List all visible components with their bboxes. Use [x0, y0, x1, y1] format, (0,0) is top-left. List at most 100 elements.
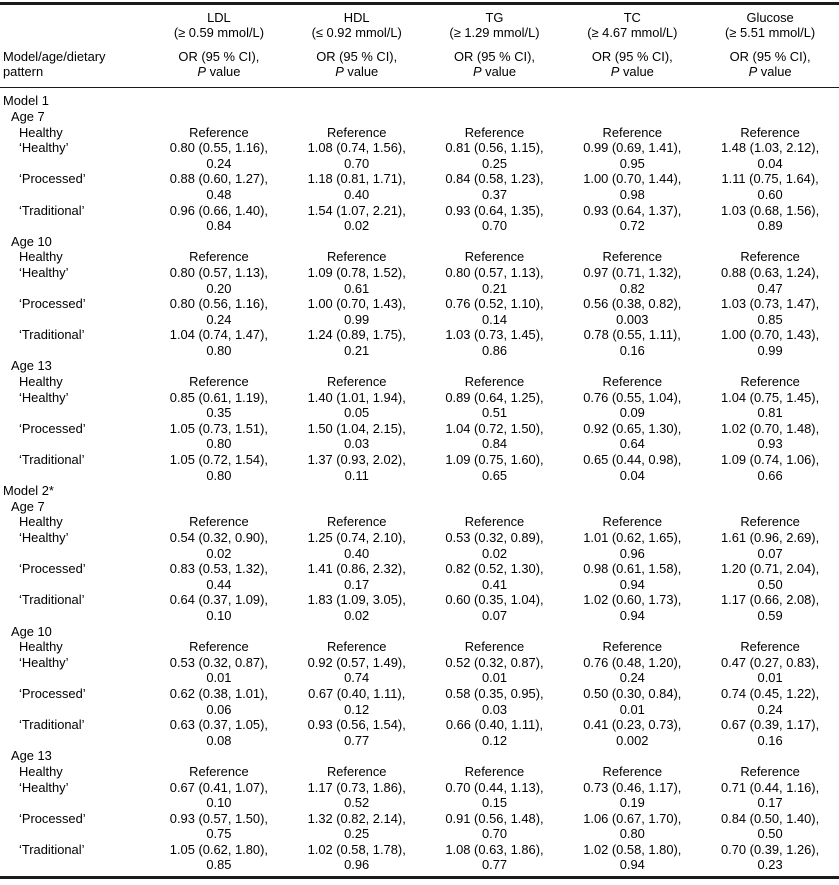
or-ci-value: Reference: [326, 639, 387, 655]
table-row: Healthy Reference Reference Reference Re…: [0, 374, 839, 390]
p-value: 0.84: [206, 218, 232, 234]
p-value: 0.08: [206, 732, 232, 748]
or-ci-cell: 0.76 (0.55, 1.04), 0.09: [563, 390, 701, 421]
p-value: 0.09: [619, 405, 645, 421]
or-ci-cell: 0.63 (0.37, 1.05), 0.08: [150, 717, 288, 748]
column-threshold: (≥ 4.67 mmol/L): [587, 25, 678, 41]
p-value: 0.86: [481, 342, 508, 358]
or-ci-cell: 1.02 (0.58, 1.78), 0.96: [288, 842, 426, 873]
or-ci-cell: 1.05 (0.62, 1.80), 0.85: [150, 842, 288, 873]
or-ci-value: Reference: [464, 639, 525, 655]
or-ci-cell: Reference: [288, 514, 426, 530]
column-name: TG: [485, 9, 504, 25]
row-label: ‘Processed’: [19, 296, 86, 312]
or-ci-value: 1.17 (0.66, 2.08),: [721, 592, 820, 608]
or-ci-value: 1.04 (0.74, 1.47),: [169, 327, 268, 343]
or-ci-value: Reference: [326, 374, 387, 390]
or-ci-cell: Reference: [426, 249, 564, 265]
or-ci-cell: 1.00 (0.70, 1.44), 0.98: [563, 171, 701, 202]
or-ci-value: 1.25 (0.74, 2.10),: [307, 530, 406, 545]
p-value: 0.21: [481, 280, 508, 296]
or-ci-cell: 0.73 (0.46, 1.17), 0.19: [563, 780, 701, 811]
column-header-glucose: Glucose (≥ 5.51 mmol/L): [701, 10, 839, 41]
table-row: Healthy Reference Reference Reference Re…: [0, 249, 839, 265]
p-value: 0.70: [344, 155, 370, 171]
or-ci-cell: 1.01 (0.62, 1.65), 0.96: [563, 530, 701, 561]
p-value: 0.10: [206, 795, 232, 811]
p-value: 0.17: [757, 795, 783, 811]
or-ci-cell: 0.50 (0.30, 0.84), 0.01: [563, 686, 701, 717]
or-ci-cell: 0.97 (0.71, 1.32), 0.82: [563, 265, 701, 296]
or-ci-value: 0.65 (0.44, 0.98),: [583, 452, 682, 468]
or-ci-cell: Reference: [150, 764, 288, 780]
row-label: ‘Processed’: [19, 685, 86, 701]
table-row: ‘Traditional’ 1.05 (0.62, 1.80), 0.85 1.…: [0, 842, 839, 873]
or-ci-cell: 1.50 (1.04, 2.15), 0.03: [288, 421, 426, 452]
row-label: ‘Traditional’: [19, 327, 85, 343]
column-header-ldl: LDL (≥ 0.59 mmol/L): [150, 10, 288, 41]
p-value: 0.85: [206, 857, 232, 873]
p-value: 0.40: [344, 186, 370, 202]
or-ci-value: 1.20 (0.71, 2.04),: [721, 561, 820, 577]
p-value: 0.41: [481, 576, 508, 592]
row-label: ‘Traditional’: [19, 202, 85, 218]
or-ci-value: Reference: [464, 124, 525, 140]
row-label: ‘Healthy’: [19, 389, 69, 405]
p-value: 0.50: [757, 576, 783, 592]
p-value: 0.003: [616, 311, 649, 327]
or-ci-cell: 0.88 (0.63, 1.24), 0.47: [701, 265, 839, 296]
subheader-glucose: OR (95 % CI), P value: [701, 49, 839, 80]
p-rest: value: [619, 64, 654, 80]
or-ci-cell: 0.76 (0.48, 1.20), 0.24: [563, 655, 701, 686]
or-ci-value: 1.00 (0.70, 1.43),: [307, 296, 406, 312]
column-threshold: (≤ 0.92 mmol/L): [311, 25, 402, 41]
or-ci-value: 0.84 (0.58, 1.23),: [445, 171, 544, 187]
row-label: ‘Healthy’: [19, 530, 69, 545]
p-value-header: P value: [150, 64, 288, 80]
column-name: LDL: [207, 9, 231, 25]
or-ci-value: Reference: [602, 763, 663, 779]
or-ci-cell: 1.06 (0.67, 1.70), 0.80: [563, 811, 701, 842]
p-value-header: P value: [701, 64, 839, 80]
or-ci-value: 1.41 (0.86, 2.32),: [307, 561, 406, 577]
or-ci-cell: 0.71 (0.44, 1.16), 0.17: [701, 780, 839, 811]
or-ci-cell: Reference: [288, 639, 426, 655]
p-value: 0.85: [757, 311, 783, 327]
or-ci-value: Reference: [740, 374, 800, 390]
or-ci-cell: 1.05 (0.73, 1.51), 0.80: [150, 421, 288, 452]
or-ci-cell: 1.20 (0.71, 2.04), 0.50: [701, 561, 839, 592]
p-value: 0.65: [481, 467, 508, 483]
or-ci-cell: 1.02 (0.60, 1.73), 0.94: [563, 592, 701, 623]
p-value: 0.24: [757, 701, 783, 717]
subheader-tc: OR (95 % CI), P value: [563, 49, 701, 80]
or-ci-value: 1.18 (0.81, 1.71),: [307, 171, 406, 187]
p-value: 0.95: [619, 155, 645, 171]
p-value: 0.07: [757, 545, 783, 561]
table-row: ‘Healthy’ 0.80 (0.57, 1.13), 0.20 1.09 (…: [0, 265, 839, 296]
or-ci-cell: Reference: [563, 639, 701, 655]
or-ci-value: 0.93 (0.64, 1.35),: [445, 202, 544, 218]
p-value: 0.82: [619, 280, 645, 296]
or-ci-cell: Reference: [150, 514, 288, 530]
or-ci-value: Reference: [740, 124, 800, 140]
or-ci-cell: 0.91 (0.56, 1.48), 0.70: [426, 811, 564, 842]
or-ci-value: 1.40 (1.01, 1.94),: [307, 389, 406, 405]
or-ci-value: 1.09 (0.78, 1.52),: [307, 264, 406, 280]
or-ci-value: 1.24 (0.89, 1.75),: [307, 327, 406, 343]
p-value: 0.47: [757, 280, 783, 296]
p-value: 0.60: [757, 186, 783, 202]
p-value: 0.40: [344, 545, 370, 561]
table-row: Age 13: [0, 748, 839, 764]
p-value: 0.89: [757, 218, 783, 234]
or-ci-cell: 0.80 (0.57, 1.13), 0.21: [426, 265, 564, 296]
or-ci-value: 1.17 (0.73, 1.86),: [307, 779, 406, 795]
row-label: ‘Traditional’: [19, 841, 85, 857]
p-value: 0.75: [206, 826, 232, 842]
or-ci-cell: 1.08 (0.74, 1.56), 0.70: [288, 140, 426, 171]
column-name: HDL: [343, 9, 370, 25]
row-label-header: Model/age/dietary pattern: [0, 49, 150, 80]
or-ci-value: 0.93 (0.57, 1.50),: [169, 810, 268, 826]
or-ci-value: 0.80 (0.56, 1.16),: [169, 296, 268, 312]
or-ci-cell: 0.92 (0.57, 1.49), 0.74: [288, 655, 426, 686]
or-ci-value: Reference: [464, 514, 525, 530]
